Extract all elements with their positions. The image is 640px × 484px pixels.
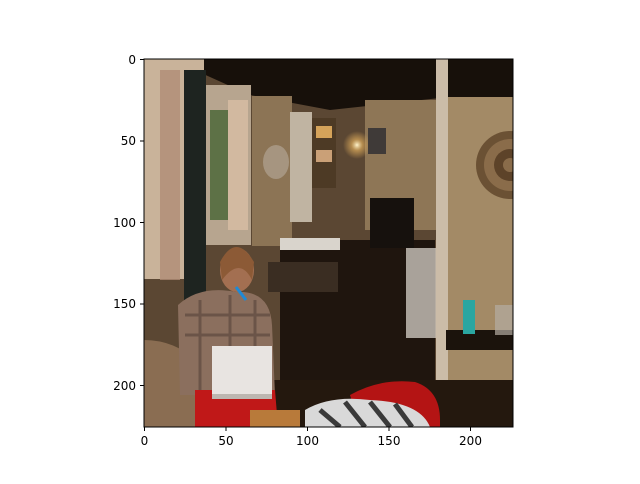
lamp-light	[343, 131, 371, 159]
water-bottle	[463, 300, 475, 334]
cabinet-door	[406, 248, 436, 338]
photo	[144, 59, 513, 427]
x-tick-label: 50	[218, 434, 233, 448]
laptop	[212, 346, 272, 396]
y-tick-label: 0	[128, 53, 136, 67]
window-greenery	[210, 110, 228, 220]
x-tick-label: 100	[296, 434, 319, 448]
pen	[234, 286, 248, 301]
foreground-item	[250, 410, 300, 427]
axes-frame	[143, 58, 514, 428]
x-tick-label: 0	[141, 434, 149, 448]
y-tick-label: 50	[121, 134, 136, 148]
x-tick-label: 200	[459, 434, 482, 448]
ceiling	[144, 59, 513, 110]
x-tick-label: 150	[378, 434, 401, 448]
person	[178, 247, 278, 427]
refrigerator	[290, 112, 312, 222]
y-axis: 0 50 100 150 200	[113, 53, 144, 393]
wall-picture	[368, 128, 386, 154]
kettle-area	[370, 198, 414, 248]
hanging-pan	[263, 145, 289, 179]
x-axis: 0 50 100 150 200	[141, 427, 482, 448]
pots	[268, 262, 338, 292]
person-hair	[220, 247, 254, 280]
curtain-right	[228, 100, 248, 230]
y-tick-label: 200	[113, 379, 136, 393]
pillar	[436, 59, 448, 389]
y-tick-label: 100	[113, 216, 136, 230]
wall-plate	[476, 131, 513, 199]
y-tick-label: 150	[113, 297, 136, 311]
stove-top	[280, 238, 340, 250]
dark-jacket	[184, 70, 206, 330]
